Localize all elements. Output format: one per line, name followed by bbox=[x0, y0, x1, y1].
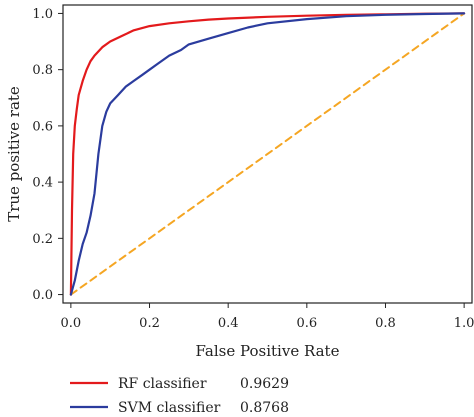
y-tick-label: 0.0 bbox=[32, 288, 53, 303]
series-line-0 bbox=[69, 12, 466, 296]
plot-area bbox=[69, 12, 466, 296]
random-baseline-line bbox=[69, 12, 466, 296]
legend: RF classifier 0.9629 SVM classifier 0.8768 bbox=[70, 376, 289, 416]
x-axis-label: False Positive Rate bbox=[196, 342, 340, 360]
plot-frame bbox=[62, 4, 473, 304]
tick-marks bbox=[58, 12, 465, 308]
y-tick-label: 1.0 bbox=[32, 7, 53, 22]
x-tick-label: 0.4 bbox=[218, 316, 239, 331]
x-tick-label: 1.0 bbox=[454, 316, 474, 331]
x-tick-label: 0.0 bbox=[61, 316, 82, 331]
legend-label: RF classifier bbox=[118, 376, 207, 392]
x-tick-label: 0.2 bbox=[139, 316, 160, 331]
y-tick-label: 0.4 bbox=[32, 176, 53, 191]
series-line-1 bbox=[69, 12, 466, 296]
x-tick-label: 0.6 bbox=[296, 316, 317, 331]
y-axis-label: True positive rate bbox=[5, 86, 23, 222]
x-tick-label: 0.8 bbox=[375, 316, 396, 331]
tick-labels: 0.0 0.2 0.4 0.6 0.8 1.0 0.0 0.2 0.4 0.6 0.8 1.0 bbox=[32, 7, 474, 331]
y-tick-label: 0.8 bbox=[32, 63, 53, 78]
legend-label: SVM classifier bbox=[118, 400, 221, 416]
y-tick-label: 0.6 bbox=[32, 119, 53, 134]
legend-score: 0.9629 bbox=[240, 376, 289, 392]
y-tick-label: 0.2 bbox=[32, 232, 53, 247]
legend-score: 0.8768 bbox=[240, 400, 289, 416]
